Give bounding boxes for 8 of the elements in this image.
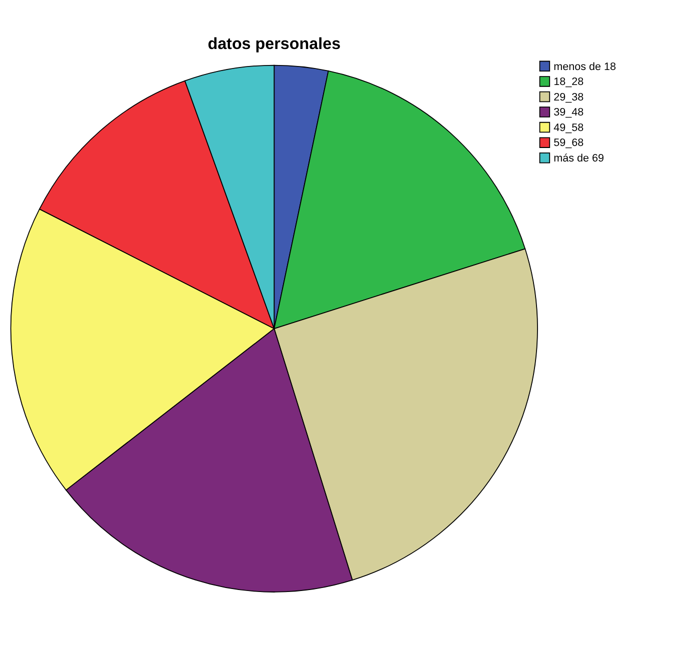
legend-label: 49_58 (554, 122, 584, 134)
chart-title: datos personales (208, 35, 341, 54)
legend-label: 59_68 (554, 137, 584, 150)
legend-label: 39_48 (554, 106, 584, 119)
legend-label: más de 69 (554, 152, 604, 164)
legend-label: menos de 18 (554, 60, 616, 73)
legend-label: 18_28 (554, 76, 584, 88)
legend-label: 29_38 (554, 91, 584, 104)
